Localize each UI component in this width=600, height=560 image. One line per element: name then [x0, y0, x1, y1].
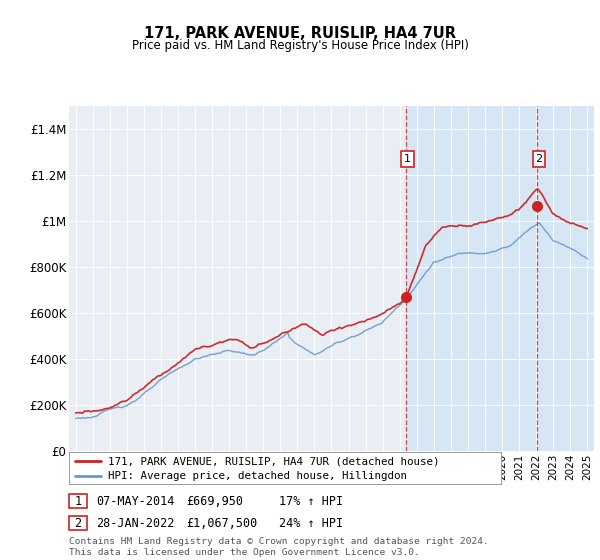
Bar — [406, 106, 596, 451]
Text: 2: 2 — [535, 154, 542, 164]
Text: 171, PARK AVENUE, RUISLIP, HA4 7UR: 171, PARK AVENUE, RUISLIP, HA4 7UR — [144, 26, 456, 41]
Text: 07-MAY-2014: 07-MAY-2014 — [96, 494, 175, 508]
Text: HPI: Average price, detached house, Hillingdon: HPI: Average price, detached house, Hill… — [108, 471, 407, 481]
Text: £1,067,500: £1,067,500 — [186, 516, 257, 530]
Text: 17% ↑ HPI: 17% ↑ HPI — [279, 494, 343, 508]
Text: 1: 1 — [74, 494, 82, 508]
Text: Price paid vs. HM Land Registry's House Price Index (HPI): Price paid vs. HM Land Registry's House … — [131, 39, 469, 53]
Text: 24% ↑ HPI: 24% ↑ HPI — [279, 516, 343, 530]
Text: 28-JAN-2022: 28-JAN-2022 — [96, 516, 175, 530]
Text: 2: 2 — [74, 516, 82, 530]
Text: £669,950: £669,950 — [186, 494, 243, 508]
Text: 1: 1 — [404, 154, 411, 164]
Text: Contains HM Land Registry data © Crown copyright and database right 2024.
This d: Contains HM Land Registry data © Crown c… — [69, 537, 489, 557]
Text: 171, PARK AVENUE, RUISLIP, HA4 7UR (detached house): 171, PARK AVENUE, RUISLIP, HA4 7UR (deta… — [108, 456, 439, 466]
